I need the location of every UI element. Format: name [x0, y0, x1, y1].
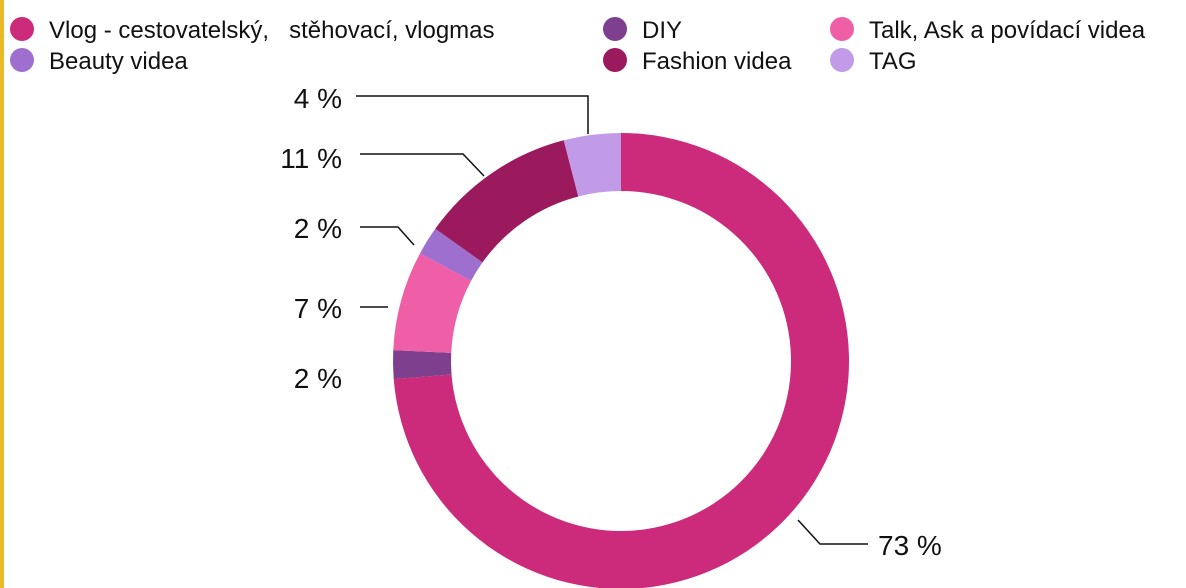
legend-label-beauty-videa: Beauty videa: [49, 48, 188, 75]
donut-slice-diy: [393, 350, 452, 380]
percentage-labels: 73 % 2 % 7 % 2 % 11 % 4 %: [280, 83, 942, 561]
leader-line-vlog-cestovatelsky-stehovaci-vlogmas: [797, 519, 868, 545]
legend-marker-talk-ask-a-povidaci-videa: [830, 17, 854, 41]
legend-marker-fashion-videa: [603, 48, 627, 72]
chart-legend: Vlog - cestovatelský, stěhovací, vlogmas…: [10, 17, 1146, 75]
leader-line-tag: [356, 95, 589, 134]
donut-slice-beauty-videa: [420, 228, 483, 281]
accent-bar: [0, 0, 4, 588]
data-label-fashion-videa: 11 %: [280, 143, 342, 174]
legend-label-diy: DIY: [642, 17, 682, 44]
legend-marker-beauty-videa: [10, 48, 34, 72]
legend-marker-tag: [830, 48, 854, 72]
legend-label-vlog-cestovatelsky-stehovaci-vlogmas: Vlog - cestovatelský, stěhovací, vlogmas: [49, 17, 495, 44]
legend-label-tag: TAG: [869, 48, 917, 75]
data-label-vlog-cestovatelsky-stehovaci-vlogmas: 73 %: [878, 530, 942, 561]
data-label-beauty-videa: 2 %: [294, 213, 342, 244]
donut-slices: [393, 133, 849, 588]
leader-line-fashion-videa: [360, 153, 485, 177]
legend-label-talk-ask-a-povidaci-videa: Talk, Ask a povídací videa: [869, 17, 1146, 44]
legend-label-fashion-videa: Fashion videa: [642, 48, 792, 75]
data-label-tag: 4 %: [294, 83, 342, 114]
leader-lines: [356, 95, 868, 545]
data-label-diy: 2 %: [294, 363, 342, 394]
donut-slice-talk-ask-a-povidaci-videa: [393, 253, 472, 353]
legend-marker-diy: [603, 17, 627, 41]
donut-slice-fashion-videa: [435, 140, 579, 263]
legend-marker-vlog-cestovatelsky-stehovaci-vlogmas: [10, 17, 34, 41]
donut-slice-tag: [563, 133, 621, 197]
leader-line-beauty-videa: [360, 226, 415, 246]
data-label-talk-ask-a-povidaci-videa: 7 %: [294, 293, 342, 324]
